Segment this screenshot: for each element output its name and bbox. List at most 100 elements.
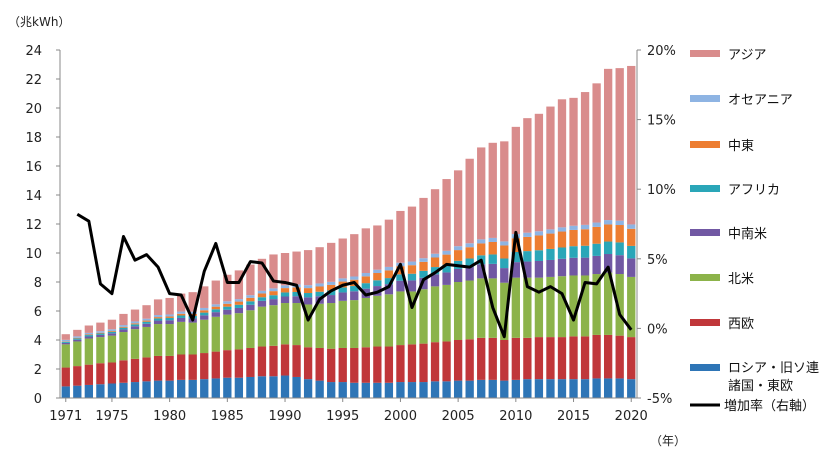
bar-segment-2000-4 (396, 274, 405, 281)
bar-segment-2015-0 (569, 379, 578, 398)
bar-segment-2001-0 (407, 382, 417, 398)
bar-segment-1975-7 (107, 319, 117, 330)
y-tick-label: 10 (25, 247, 42, 262)
bar-segment-2013-2 (546, 276, 555, 338)
bar-segment-2005-6 (453, 246, 463, 251)
bar-segment-1996-0 (350, 382, 359, 398)
bar-segment-1992-5 (303, 288, 313, 294)
bar-segment-1984-5 (211, 306, 220, 310)
bar-segment-1997-2 (361, 297, 370, 348)
bar-segment-2013-4 (546, 248, 555, 260)
bar-segment-1987-3 (246, 304, 255, 311)
bar-segment-1985-6 (223, 301, 232, 304)
bar-segment-1977-0 (130, 382, 140, 398)
bar-segment-1979-5 (153, 317, 163, 319)
bar-segment-1990-0 (280, 375, 290, 398)
bar-segment-2003-0 (430, 381, 440, 398)
bar-segment-1988-3 (257, 300, 267, 307)
bar-segment-1991-7 (292, 251, 301, 285)
bar-segment-1987-6 (246, 295, 255, 298)
y-tick-label: 8 (34, 276, 42, 291)
bar-segment-2010-3 (511, 262, 520, 278)
bar-segment-1974-0 (96, 384, 105, 398)
bar-segment-1983-2 (200, 319, 209, 354)
bar-segment-2013-5 (546, 233, 555, 249)
bar-segment-2014-5 (557, 231, 567, 248)
bar-segment-2006-0 (465, 380, 474, 398)
bar-segment-1998-5 (373, 273, 382, 281)
y2-tick-label: 10% (647, 183, 676, 198)
bar-segment-2013-3 (546, 259, 555, 277)
y2-tick-label: 20% (647, 44, 676, 59)
bar-segment-2008-6 (488, 237, 497, 242)
x-tick-label: 2020 (615, 409, 648, 424)
bar-segment-1974-6 (96, 331, 105, 333)
bar-segment-1991-3 (292, 296, 301, 304)
bar-segment-1989-1 (269, 345, 278, 377)
bar-segment-1993-2 (315, 303, 324, 348)
bar-segment-2004-0 (442, 381, 451, 398)
bar-segment-1976-4 (119, 327, 128, 330)
bar-segment-2006-7 (465, 158, 474, 244)
bar-segment-1981-3 (177, 317, 186, 322)
bar-segment-2002-4 (419, 270, 428, 278)
bar-segment-2017-1 (592, 334, 601, 379)
bar-segment-2016-4 (580, 245, 590, 258)
bar-segment-2002-6 (419, 258, 428, 262)
bar-segment-2006-2 (465, 280, 474, 340)
bar-segment-2020-0 (627, 379, 636, 398)
bar-segment-2008-4 (488, 254, 497, 264)
bar-segment-2012-7 (534, 113, 544, 232)
bar-segment-2009-0 (500, 380, 509, 398)
bar-segment-1978-4 (142, 321, 151, 324)
bar-segment-1988-1 (257, 346, 267, 377)
bar-segment-1978-7 (142, 305, 151, 319)
bar-segment-1986-3 (234, 307, 244, 314)
y-tick-label: 4 (34, 334, 42, 349)
bar-segment-2006-3 (465, 267, 474, 281)
bar-segment-2015-3 (569, 257, 578, 276)
bar-segment-2002-5 (419, 261, 428, 271)
bar-segment-1971-6 (61, 339, 70, 342)
bar-segment-1978-2 (142, 326, 151, 358)
bar-segment-1996-6 (350, 276, 359, 280)
bar-segment-1999-1 (384, 346, 394, 383)
bar-segment-1986-6 (234, 299, 244, 302)
bar-segment-2015-7 (569, 97, 578, 226)
bar-segment-2008-3 (488, 263, 497, 279)
bar-segment-2001-7 (407, 206, 417, 262)
bar-segment-2017-4 (592, 243, 601, 256)
bar-segment-1971-2 (61, 344, 70, 368)
bar-segment-1988-4 (257, 297, 267, 301)
bar-segment-1979-6 (153, 315, 163, 318)
bar-segment-2001-3 (407, 280, 417, 292)
bar-segment-2018-6 (603, 220, 613, 225)
bar-segment-2012-0 (534, 379, 544, 398)
bar-segment-1975-5 (107, 331, 117, 332)
bar-segment-1982-2 (188, 322, 197, 355)
bar-segment-2002-1 (419, 343, 428, 383)
bar-segment-1974-3 (96, 334, 105, 338)
bar-segment-2003-5 (430, 257, 440, 268)
bar-segment-1987-0 (246, 376, 255, 398)
bar-segment-1986-5 (234, 301, 244, 305)
bar-segment-1998-1 (373, 346, 382, 383)
legend-label-2: 中東 (728, 138, 754, 154)
bar-segment-1972-1 (73, 366, 82, 386)
bar-segment-1972-4 (73, 338, 82, 340)
bar-segment-1975-3 (107, 333, 117, 336)
bar-segment-1989-5 (269, 291, 278, 296)
bar-segment-2016-7 (580, 92, 590, 225)
bar-segment-1982-6 (188, 311, 197, 314)
bar-segment-1983-1 (200, 353, 209, 380)
bar-segment-1982-7 (188, 292, 197, 312)
bar-segment-1972-6 (73, 336, 82, 338)
bar-segment-1973-0 (84, 384, 94, 398)
bar-segment-1980-7 (165, 297, 174, 315)
bar-segment-1976-1 (119, 360, 128, 383)
bar-segment-1971-7 (61, 334, 70, 340)
bar-segment-2003-1 (430, 342, 440, 382)
bar-segment-2007-7 (477, 147, 486, 240)
bar-segment-2009-5 (500, 245, 509, 259)
